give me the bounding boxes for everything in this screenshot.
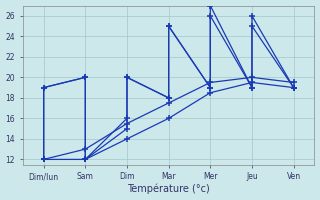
X-axis label: Température (°c): Température (°c) (127, 184, 210, 194)
